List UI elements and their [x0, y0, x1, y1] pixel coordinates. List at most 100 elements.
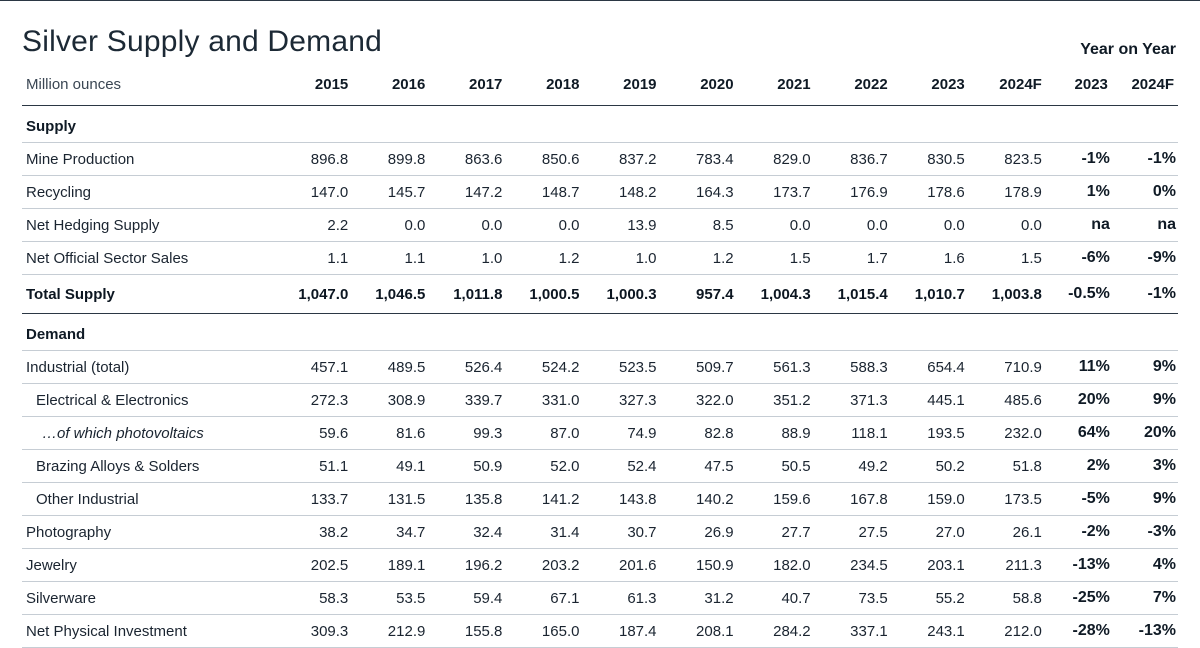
cell-yoy: -13%	[1046, 549, 1112, 582]
cell-yoy: 9%	[1112, 483, 1178, 516]
row-label: Supply	[22, 106, 275, 143]
row-label: Net Physical Investment	[22, 615, 275, 648]
row-label: Electrical & Electronics	[22, 384, 275, 417]
cell-value: 87.0	[506, 417, 583, 450]
cell-yoy: 20%	[1112, 417, 1178, 450]
cell-value: 0.0	[969, 209, 1046, 242]
table-row: Demand	[22, 314, 1178, 351]
cell-value: 327.3	[583, 384, 660, 417]
cell-value: 0.0	[506, 209, 583, 242]
cell-value: 165.0	[506, 615, 583, 648]
page: Silver Supply and Demand Year on Year Mi…	[0, 0, 1200, 648]
cell-value: 147.2	[429, 176, 506, 209]
cell-value: 457.1	[275, 351, 352, 384]
cell-yoy: -25%	[1046, 582, 1112, 615]
cell-value: 899.8	[352, 143, 429, 176]
cell-yoy: -0.5%	[1046, 275, 1112, 314]
cell-value: 331.0	[506, 384, 583, 417]
cell-value: 34.7	[352, 516, 429, 549]
cell-value: 322.0	[661, 384, 738, 417]
cell-value: 1.5	[738, 242, 815, 275]
cell-yoy: -3%	[1112, 516, 1178, 549]
table-row: Electrical & Electronics272.3308.9339.73…	[22, 384, 1178, 417]
row-label: Recycling	[22, 176, 275, 209]
cell-value: 49.1	[352, 450, 429, 483]
column-year: 2019	[583, 69, 660, 106]
table-row: Recycling147.0145.7147.2148.7148.2164.31…	[22, 176, 1178, 209]
column-year: 2023	[892, 69, 969, 106]
cell-value: 50.2	[892, 450, 969, 483]
cell-value: 339.7	[429, 384, 506, 417]
table-row: Brazing Alloys & Solders51.149.150.952.0…	[22, 450, 1178, 483]
row-label: Demand	[22, 314, 275, 351]
cell-value: 1,046.5	[352, 275, 429, 314]
cell-yoy: 9%	[1112, 351, 1178, 384]
cell-value: 50.5	[738, 450, 815, 483]
cell-value: 0.0	[352, 209, 429, 242]
cell-value: 1.0	[429, 242, 506, 275]
cell-value: 193.5	[892, 417, 969, 450]
column-year: 2017	[429, 69, 506, 106]
cell-value: 654.4	[892, 351, 969, 384]
column-yoy: 2023	[1046, 69, 1112, 106]
cell-value: 49.2	[815, 450, 892, 483]
cell-value: 489.5	[352, 351, 429, 384]
cell-value: 0.0	[815, 209, 892, 242]
page-title: Silver Supply and Demand	[22, 25, 382, 59]
column-year: 2022	[815, 69, 892, 106]
cell-yoy: na	[1046, 209, 1112, 242]
row-label: Jewelry	[22, 549, 275, 582]
table-row: Mine Production896.8899.8863.6850.6837.2…	[22, 143, 1178, 176]
cell-value: 147.0	[275, 176, 352, 209]
cell-value: 159.0	[892, 483, 969, 516]
cell-value: 850.6	[506, 143, 583, 176]
cell-value: 47.5	[661, 450, 738, 483]
cell-value: 863.6	[429, 143, 506, 176]
cell-value: 8.5	[661, 209, 738, 242]
column-year: 2018	[506, 69, 583, 106]
cell-yoy: 9%	[1112, 384, 1178, 417]
row-label: Other Industrial	[22, 483, 275, 516]
cell-yoy: -6%	[1046, 242, 1112, 275]
cell-value: 212.9	[352, 615, 429, 648]
table-row: Net Official Sector Sales1.11.11.01.21.0…	[22, 242, 1178, 275]
table-head-row: Million ounces 2015201620172018201920202…	[22, 69, 1178, 106]
cell-yoy: na	[1112, 209, 1178, 242]
cell-value: 59.4	[429, 582, 506, 615]
cell-value: 0.0	[429, 209, 506, 242]
column-year: 2015	[275, 69, 352, 106]
cell-value: 836.7	[815, 143, 892, 176]
row-label: …of which photovoltaics	[22, 417, 275, 450]
cell-value: 148.7	[506, 176, 583, 209]
cell-value: 309.3	[275, 615, 352, 648]
cell-value: 58.8	[969, 582, 1046, 615]
cell-value: 143.8	[583, 483, 660, 516]
cell-value: 1,000.3	[583, 275, 660, 314]
cell-value: 27.7	[738, 516, 815, 549]
cell-yoy: 1%	[1046, 176, 1112, 209]
table-row: Supply	[22, 106, 1178, 143]
cell-value: 81.6	[352, 417, 429, 450]
cell-value: 155.8	[429, 615, 506, 648]
cell-value: 159.6	[738, 483, 815, 516]
cell-value: 337.1	[815, 615, 892, 648]
cell-value: 27.5	[815, 516, 892, 549]
cell-yoy: 20%	[1046, 384, 1112, 417]
cell-value: 2.2	[275, 209, 352, 242]
cell-value: 131.5	[352, 483, 429, 516]
cell-value: 187.4	[583, 615, 660, 648]
cell-value: 351.2	[738, 384, 815, 417]
cell-value: 710.9	[969, 351, 1046, 384]
cell-value: 135.8	[429, 483, 506, 516]
cell-value: 203.1	[892, 549, 969, 582]
cell-value: 823.5	[969, 143, 1046, 176]
cell-value: 32.4	[429, 516, 506, 549]
cell-value: 26.1	[969, 516, 1046, 549]
cell-yoy: 11%	[1046, 351, 1112, 384]
cell-value: 88.9	[738, 417, 815, 450]
row-label: Industrial (total)	[22, 351, 275, 384]
cell-value: 55.2	[892, 582, 969, 615]
row-label: Net Hedging Supply	[22, 209, 275, 242]
cell-value: 308.9	[352, 384, 429, 417]
cell-value: 178.6	[892, 176, 969, 209]
